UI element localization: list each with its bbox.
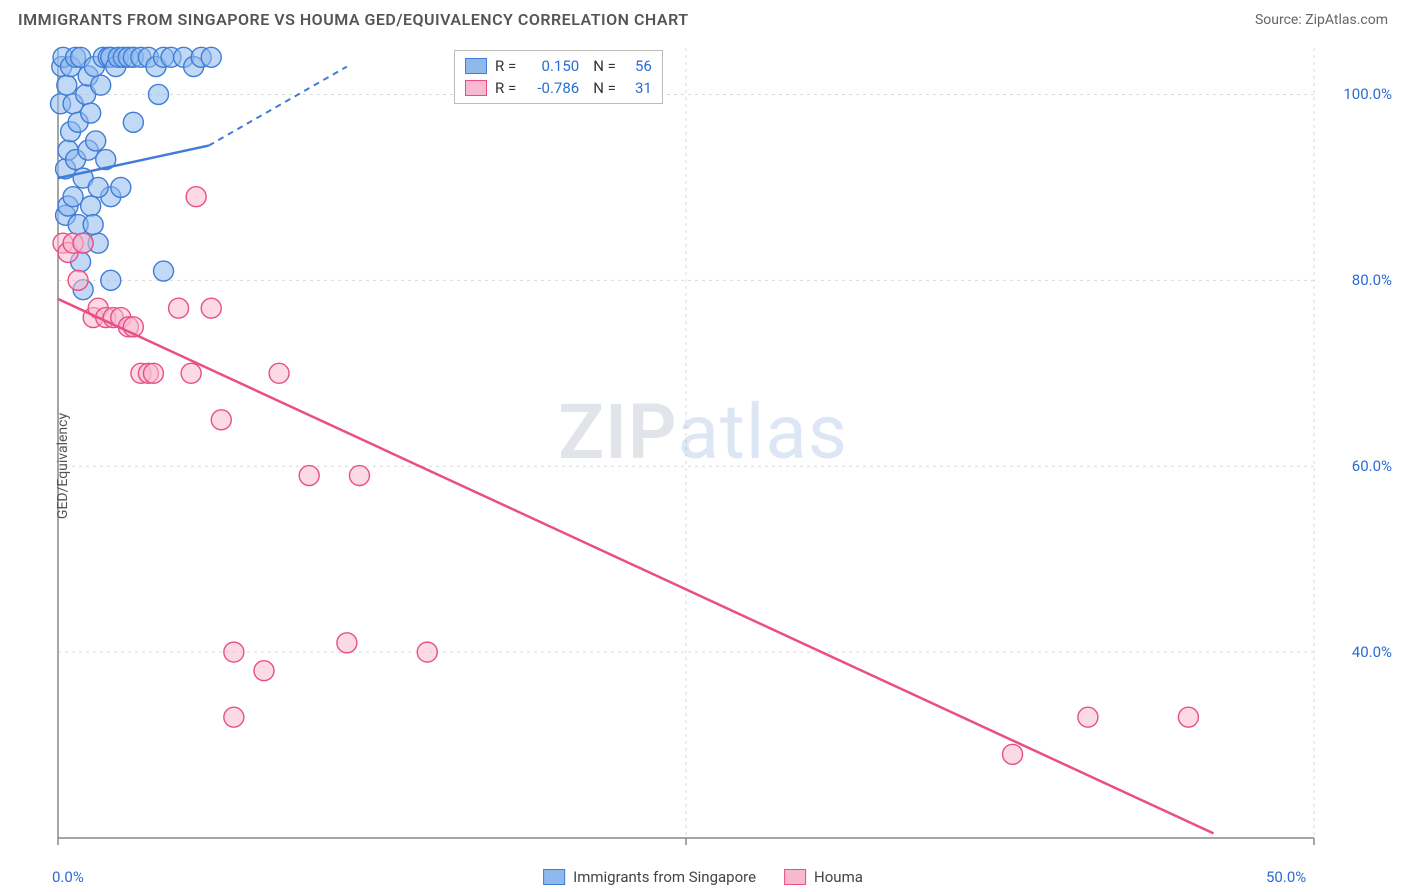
y-tick-label: 80.0% xyxy=(1352,271,1392,289)
y-tick-label: 60.0% xyxy=(1352,457,1392,475)
stat-n-label: N = xyxy=(593,57,616,75)
stat-n-value: 56 xyxy=(624,57,652,75)
source-credit: Source: ZipAtlas.com xyxy=(1255,12,1388,28)
chart-area: GED/Equivalency ZIPatlas R = 0.150 N = 5… xyxy=(0,40,1406,892)
stat-r-value: 0.150 xyxy=(524,57,579,75)
stat-n-value: 31 xyxy=(624,79,652,97)
legend-label: Houma xyxy=(814,868,863,886)
stat-r-label: R = xyxy=(495,57,516,75)
series-swatch xyxy=(465,58,487,74)
legend-item: Houma xyxy=(784,868,863,886)
source-prefix: Source: xyxy=(1255,12,1305,28)
header: IMMIGRANTS FROM SINGAPORE VS HOUMA GED/E… xyxy=(0,0,1406,35)
x-tick-label: 50.0% xyxy=(1266,868,1306,886)
correlation-stats-box: R = 0.150 N = 56 R = -0.786 N = 31 xyxy=(454,50,663,104)
y-tick-label: 100.0% xyxy=(1343,85,1392,103)
stat-r-value: -0.786 xyxy=(524,79,579,97)
legend-item: Immigrants from Singapore xyxy=(543,868,756,886)
legend-swatch xyxy=(543,869,565,885)
legend-swatch xyxy=(784,869,806,885)
stat-r-label: R = xyxy=(495,79,516,97)
scatter-plot xyxy=(0,40,1406,892)
source-link[interactable]: ZipAtlas.com xyxy=(1305,12,1388,28)
y-axis-label: GED/Equivalency xyxy=(55,413,71,519)
series-swatch xyxy=(465,80,487,96)
x-tick-label: 0.0% xyxy=(52,868,84,886)
bottom-legend: Immigrants from Singapore Houma xyxy=(543,868,863,886)
legend-label: Immigrants from Singapore xyxy=(573,868,756,886)
stat-row: R = 0.150 N = 56 xyxy=(465,55,652,77)
chart-title: IMMIGRANTS FROM SINGAPORE VS HOUMA GED/E… xyxy=(18,10,689,29)
y-tick-label: 40.0% xyxy=(1352,643,1392,661)
stat-row: R = -0.786 N = 31 xyxy=(465,77,652,99)
stat-n-label: N = xyxy=(593,79,616,97)
